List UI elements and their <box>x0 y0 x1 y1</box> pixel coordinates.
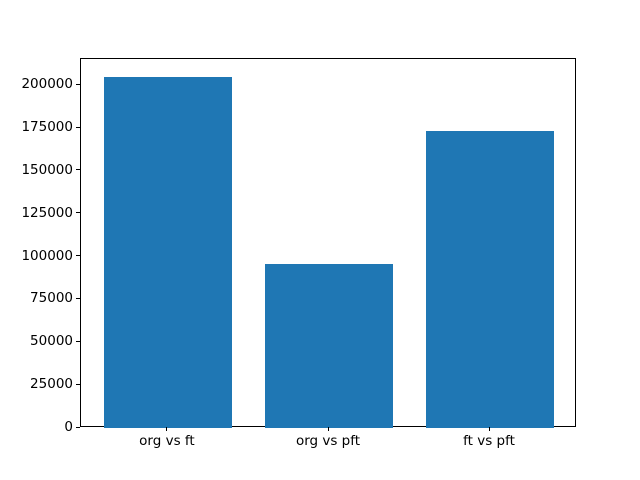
y-tick-mark <box>76 212 80 214</box>
x-tick-mark <box>327 427 329 431</box>
x-tick-label: ft vs pft <box>463 433 515 449</box>
y-tick-label: 0 <box>64 419 73 435</box>
y-tick-label: 175000 <box>21 119 73 135</box>
y-tick-mark <box>76 426 80 428</box>
bar-org-vs-pft <box>264 264 394 428</box>
x-tick-mark <box>488 427 490 431</box>
x-tick-label: org vs pft <box>295 433 361 449</box>
x-tick-mark <box>166 427 168 431</box>
y-tick-label: 100000 <box>21 247 73 264</box>
axes-frame <box>80 58 576 428</box>
y-tick-label: 125000 <box>21 204 73 221</box>
y-tick-mark <box>76 169 80 171</box>
y-tick-mark <box>76 297 80 299</box>
bar-ft-vs-pft <box>425 130 555 428</box>
y-tick-label: 200000 <box>21 76 73 93</box>
y-tick-label: 50000 <box>30 333 73 350</box>
y-tick-mark <box>76 383 80 385</box>
y-tick-mark <box>76 340 80 342</box>
y-tick-mark <box>76 255 80 257</box>
y-tick-mark <box>76 83 80 85</box>
y-tick-label: 75000 <box>30 290 73 307</box>
y-tick-label: 150000 <box>21 161 73 178</box>
y-tick-label: 25000 <box>30 376 73 393</box>
bar-org-vs-ft <box>103 76 233 428</box>
y-tick-mark <box>76 126 80 128</box>
x-tick-label: org vs ft <box>139 433 195 449</box>
